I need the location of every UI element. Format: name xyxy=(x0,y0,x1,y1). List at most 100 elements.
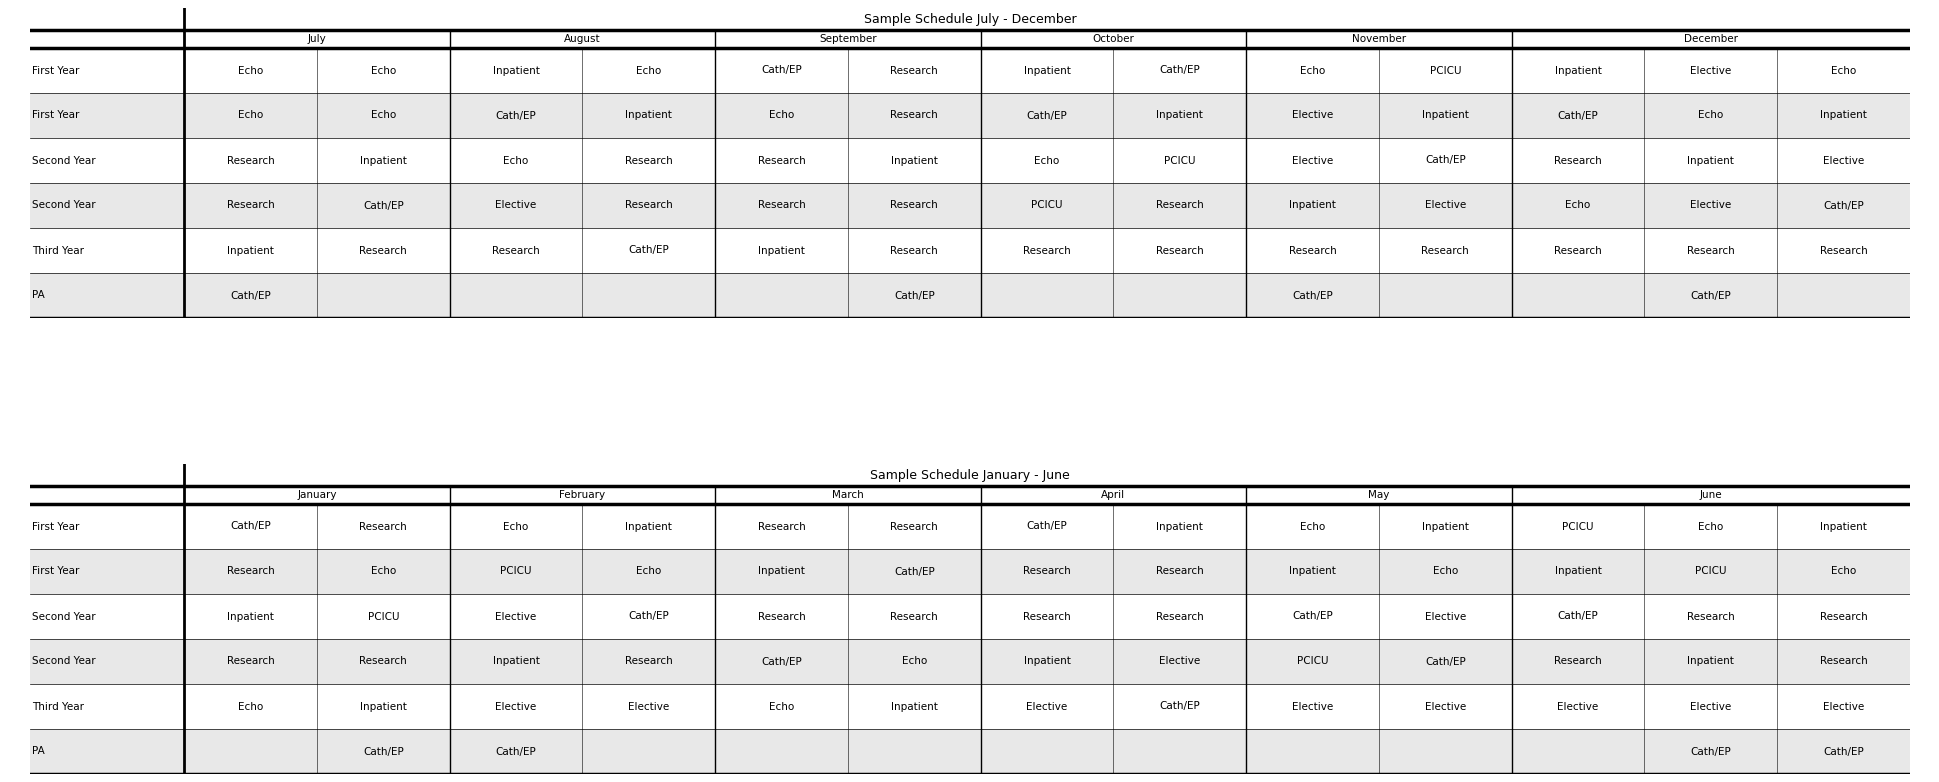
Text: Research: Research xyxy=(227,566,273,576)
Text: Inpatient: Inpatient xyxy=(493,657,539,666)
Text: Inpatient: Inpatient xyxy=(1553,566,1602,576)
Text: Echo: Echo xyxy=(768,701,793,712)
Text: Inpatient: Inpatient xyxy=(758,566,805,576)
Text: Echo: Echo xyxy=(370,566,396,576)
Text: Research: Research xyxy=(624,657,673,666)
Text: Cath/EP: Cath/EP xyxy=(1689,290,1730,300)
Text: Research: Research xyxy=(227,156,273,166)
Bar xyxy=(29,138,1910,183)
Text: Third Year: Third Year xyxy=(31,246,83,256)
Text: PCICU: PCICU xyxy=(500,566,531,576)
Text: Echo: Echo xyxy=(636,66,661,76)
Text: Cath/EP: Cath/EP xyxy=(496,747,537,756)
Text: PCICU: PCICU xyxy=(366,612,399,622)
Text: Elective: Elective xyxy=(1291,156,1332,166)
Text: Research: Research xyxy=(359,522,407,532)
Bar xyxy=(29,729,1910,774)
Text: Inpatient: Inpatient xyxy=(758,246,805,256)
Text: Cath/EP: Cath/EP xyxy=(1026,522,1066,532)
Text: Research: Research xyxy=(758,522,805,532)
Bar xyxy=(29,486,1910,504)
Bar xyxy=(29,273,1910,318)
Text: October: October xyxy=(1092,34,1134,44)
Text: Research: Research xyxy=(227,200,273,210)
Text: Third Year: Third Year xyxy=(31,701,83,712)
Text: Research: Research xyxy=(1287,246,1336,256)
Text: Research: Research xyxy=(1819,657,1867,666)
Text: Second Year: Second Year xyxy=(31,657,95,666)
Text: First Year: First Year xyxy=(31,110,79,120)
Text: Cath/EP: Cath/EP xyxy=(1823,747,1863,756)
Text: Research: Research xyxy=(1687,246,1733,256)
Text: November: November xyxy=(1351,34,1406,44)
Text: Research: Research xyxy=(493,246,539,256)
Text: Research: Research xyxy=(1022,612,1070,622)
Text: Research: Research xyxy=(758,612,805,622)
Text: February: February xyxy=(558,490,605,500)
Text: Inpatient: Inpatient xyxy=(1421,110,1468,120)
Bar xyxy=(29,504,1910,549)
Text: September: September xyxy=(818,34,876,44)
Text: Cath/EP: Cath/EP xyxy=(1291,612,1332,622)
Text: July: July xyxy=(308,34,326,44)
Text: First Year: First Year xyxy=(31,522,79,532)
Bar xyxy=(29,639,1910,684)
Text: PCICU: PCICU xyxy=(1695,566,1726,576)
Text: Elective: Elective xyxy=(1423,200,1466,210)
Text: Inpatient: Inpatient xyxy=(890,701,937,712)
Text: Research: Research xyxy=(1156,612,1202,622)
Text: Research: Research xyxy=(890,522,938,532)
Text: Research: Research xyxy=(1819,612,1867,622)
Text: Echo: Echo xyxy=(1033,156,1059,166)
Text: Cath/EP: Cath/EP xyxy=(894,290,935,300)
Text: Inpatient: Inpatient xyxy=(1024,657,1070,666)
Text: Echo: Echo xyxy=(238,66,264,76)
Text: Inpatient: Inpatient xyxy=(1289,566,1336,576)
Text: Cath/EP: Cath/EP xyxy=(1689,747,1730,756)
Text: Inpatient: Inpatient xyxy=(1289,200,1336,210)
Bar xyxy=(29,228,1910,273)
Text: Research: Research xyxy=(1553,156,1602,166)
Text: Research: Research xyxy=(1156,566,1202,576)
Text: Echo: Echo xyxy=(502,156,529,166)
Text: Second Year: Second Year xyxy=(31,156,95,166)
Text: Research: Research xyxy=(890,110,938,120)
Text: Cath/EP: Cath/EP xyxy=(1425,657,1466,666)
Text: Inpatient: Inpatient xyxy=(1819,522,1865,532)
Text: Research: Research xyxy=(624,156,673,166)
Text: August: August xyxy=(564,34,601,44)
Text: March: March xyxy=(832,490,863,500)
Text: Echo: Echo xyxy=(768,110,793,120)
Text: Research: Research xyxy=(890,66,938,76)
Text: Research: Research xyxy=(1022,246,1070,256)
Text: Elective: Elective xyxy=(1557,701,1598,712)
Text: Research: Research xyxy=(1553,657,1602,666)
Text: Echo: Echo xyxy=(370,66,396,76)
Text: PCICU: PCICU xyxy=(1561,522,1594,532)
Text: PA: PA xyxy=(31,290,45,300)
Text: Sample Schedule July - December: Sample Schedule July - December xyxy=(863,13,1076,26)
Text: Cath/EP: Cath/EP xyxy=(363,747,403,756)
Text: Second Year: Second Year xyxy=(31,200,95,210)
Text: Inpatient: Inpatient xyxy=(227,246,273,256)
Text: Elective: Elective xyxy=(1823,156,1863,166)
Text: Research: Research xyxy=(1022,566,1070,576)
Text: PA: PA xyxy=(31,747,45,756)
Text: PCICU: PCICU xyxy=(1295,657,1328,666)
Text: Research: Research xyxy=(1687,612,1733,622)
Text: Cath/EP: Cath/EP xyxy=(1160,701,1200,712)
Text: Echo: Echo xyxy=(1565,200,1590,210)
Text: Research: Research xyxy=(890,200,938,210)
Text: Research: Research xyxy=(359,246,407,256)
Text: Elective: Elective xyxy=(1291,701,1332,712)
Text: Echo: Echo xyxy=(1433,566,1458,576)
Text: Echo: Echo xyxy=(502,522,529,532)
Text: Cath/EP: Cath/EP xyxy=(1160,66,1200,76)
Text: Research: Research xyxy=(890,246,938,256)
Text: Research: Research xyxy=(624,200,673,210)
Text: December: December xyxy=(1683,34,1737,44)
Text: Cath/EP: Cath/EP xyxy=(496,110,537,120)
Bar xyxy=(29,464,1910,486)
Text: Inpatient: Inpatient xyxy=(1156,110,1202,120)
Text: Echo: Echo xyxy=(1697,522,1722,532)
